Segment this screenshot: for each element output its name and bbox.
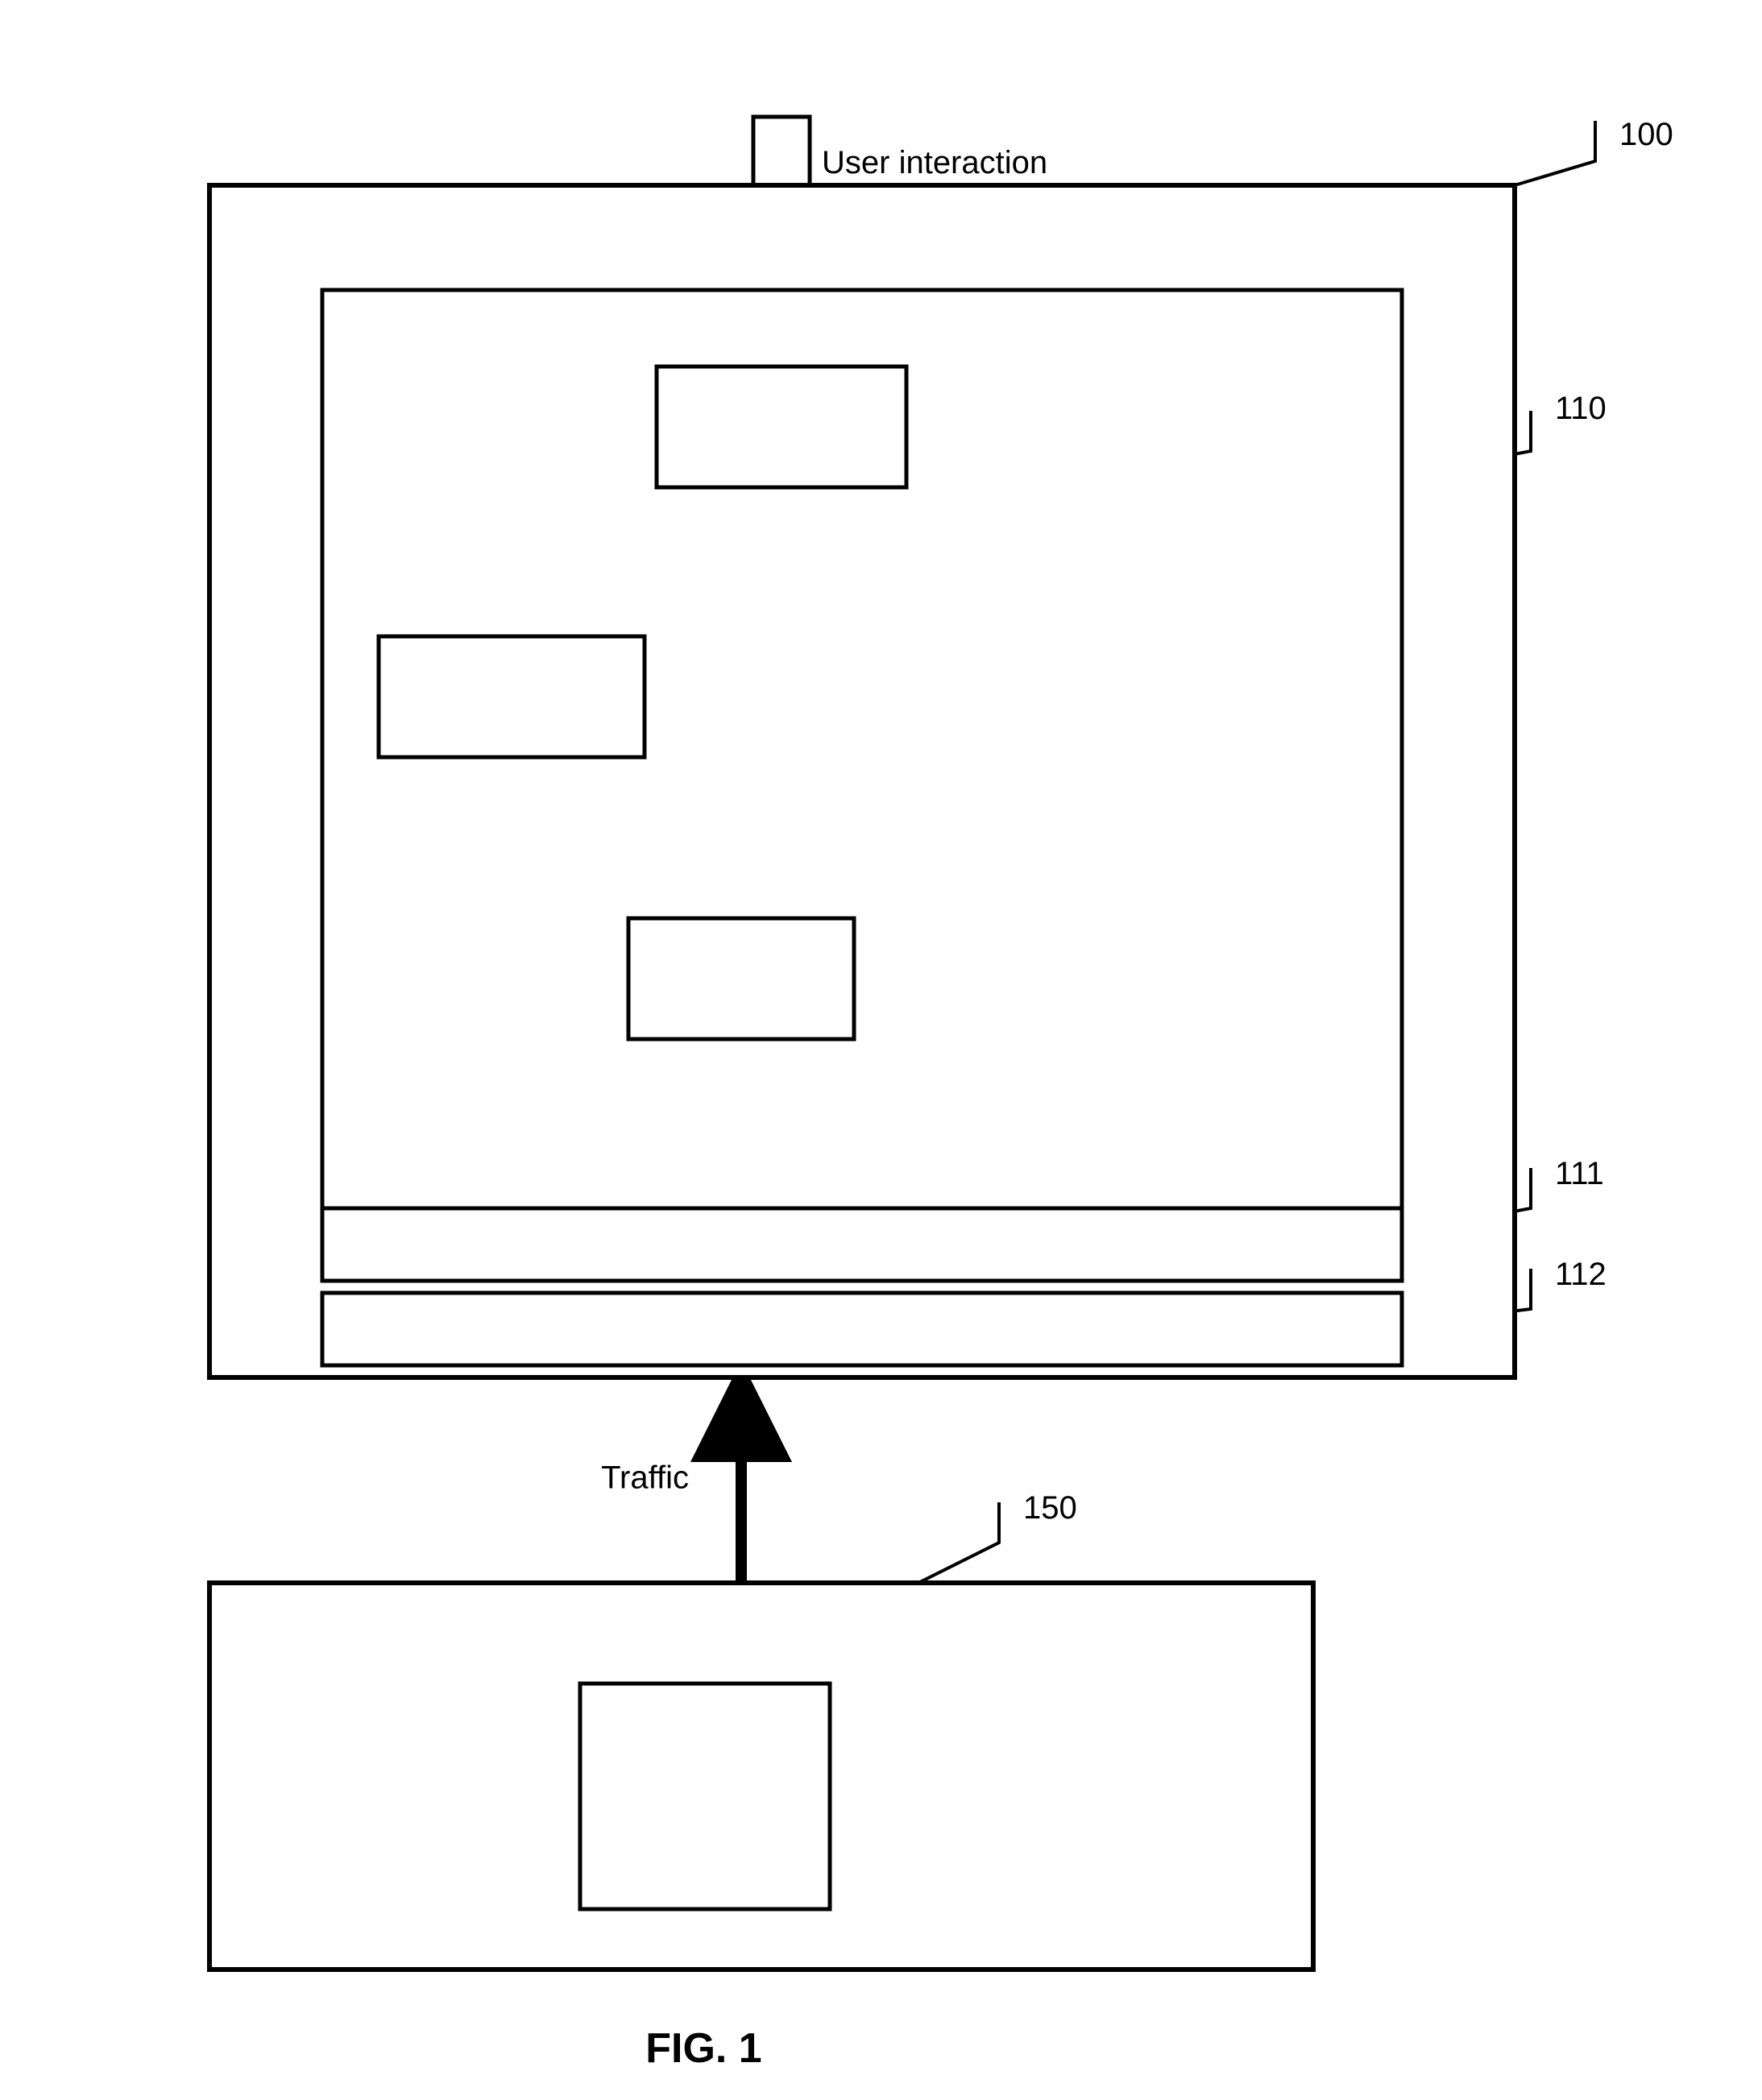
callout-112: 112: [1555, 1257, 1607, 1292]
callout-111: 111: [1555, 1156, 1604, 1191]
traffic-label: Traffic: [601, 1460, 689, 1496]
figure-title: FIG. 1: [645, 2025, 761, 2072]
view-box: [657, 367, 906, 487]
wrapper-api-box: [322, 1208, 1402, 1281]
presenter-box: [379, 636, 645, 757]
callout-100: 100: [1619, 117, 1673, 152]
browser-api-box: [322, 1293, 1402, 1365]
server-part-box: [580, 1684, 830, 1909]
user-interaction-label: User interaction: [822, 145, 1047, 180]
model-box: [628, 918, 854, 1039]
callout-110: 110: [1555, 391, 1607, 426]
callout-150: 150: [1023, 1490, 1077, 1526]
